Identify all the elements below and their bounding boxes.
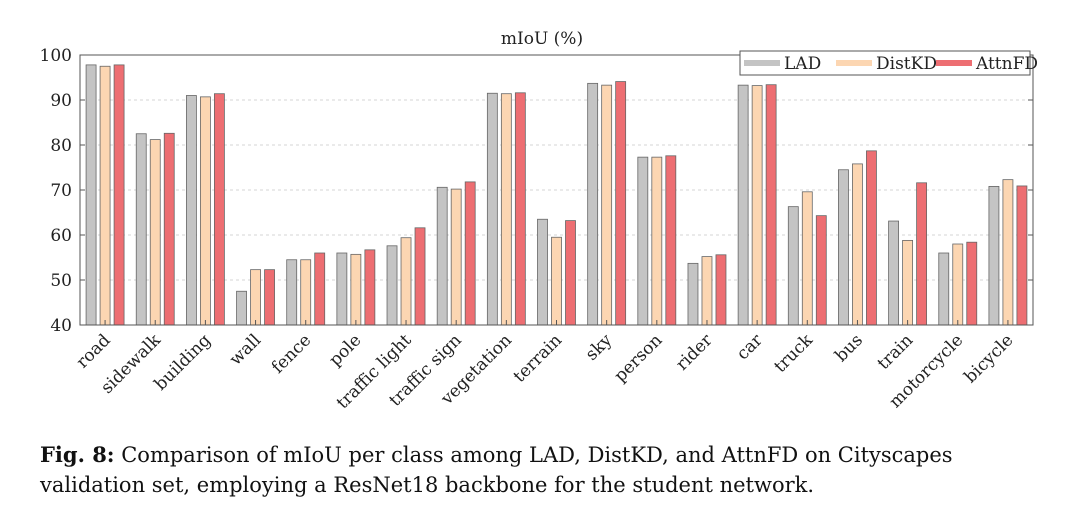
y-axis: 40 50 60 70 80 90 100 bbox=[40, 46, 1033, 336]
bar-distkd bbox=[701, 256, 713, 326]
bar-distkd bbox=[952, 243, 964, 326]
bar-lad bbox=[336, 252, 348, 326]
x-tick-label: rider bbox=[672, 330, 717, 375]
bar-lad bbox=[286, 259, 298, 326]
bar-distkd bbox=[149, 139, 161, 326]
bar-lad bbox=[687, 262, 699, 326]
bar-distkd bbox=[300, 259, 312, 326]
bar-distkd bbox=[350, 253, 362, 326]
bar-distkd bbox=[199, 96, 211, 326]
bar-distkd bbox=[400, 237, 412, 326]
bar-attnfd bbox=[264, 269, 275, 326]
x-tick-label: person bbox=[611, 330, 667, 386]
bar-attnfd bbox=[113, 64, 125, 326]
bar-attnfd bbox=[464, 181, 476, 326]
bar-lad bbox=[737, 84, 749, 326]
y-tick-label: 60 bbox=[50, 226, 72, 246]
legend-label: DistKD bbox=[876, 54, 937, 74]
bar-lad bbox=[637, 156, 649, 326]
bar-attnfd bbox=[866, 150, 877, 326]
bar-lad bbox=[787, 206, 799, 326]
caption-text: Comparison of mIoU per class among LAD, … bbox=[40, 443, 953, 497]
x-tick-label: car bbox=[733, 330, 767, 364]
bar-attnfd bbox=[514, 92, 526, 326]
y-tick-label: 100 bbox=[40, 46, 72, 66]
bar-attnfd bbox=[314, 252, 326, 326]
chart-title: mIoU (%) bbox=[501, 29, 583, 49]
y-tick-label: 80 bbox=[50, 136, 72, 156]
bar-distkd bbox=[99, 65, 111, 326]
bar-lad bbox=[486, 92, 498, 326]
bar-attnfd bbox=[916, 182, 928, 326]
bar-distkd bbox=[651, 156, 663, 326]
x-tick-label: building bbox=[151, 330, 215, 394]
bar-distkd bbox=[250, 269, 261, 326]
bar-distkd bbox=[450, 188, 462, 326]
bar-distkd bbox=[601, 84, 613, 326]
bar-lad bbox=[236, 290, 247, 326]
x-tick-label: terrain bbox=[510, 330, 566, 386]
bar-attnfd bbox=[665, 155, 677, 326]
bar-attnfd bbox=[1016, 185, 1028, 326]
bar-distkd bbox=[751, 85, 763, 326]
bar-lad bbox=[938, 252, 950, 326]
bar-lad bbox=[436, 186, 448, 326]
legend-label: LAD bbox=[784, 54, 821, 74]
x-tick-label: sky bbox=[582, 330, 617, 365]
x-tick-label: fence bbox=[268, 330, 315, 377]
bars bbox=[85, 64, 1028, 326]
bar-distkd bbox=[902, 239, 914, 326]
bar-attnfd bbox=[966, 241, 978, 326]
bar-attnfd bbox=[364, 249, 376, 326]
y-tick-label: 90 bbox=[50, 91, 72, 111]
bar-distkd bbox=[801, 191, 813, 326]
x-tick-label: bicycle bbox=[961, 330, 1018, 387]
bar-lad bbox=[988, 185, 1000, 326]
bar-attnfd bbox=[815, 215, 827, 326]
bar-attnfd bbox=[715, 254, 727, 326]
bar-distkd bbox=[1002, 179, 1014, 326]
x-tick-label: truck bbox=[770, 330, 817, 377]
bar-attnfd bbox=[765, 84, 777, 326]
y-tick-label: 40 bbox=[50, 316, 72, 336]
x-tick-label: train bbox=[874, 330, 918, 374]
y-tick-label: 70 bbox=[50, 181, 72, 201]
x-tick-label: road bbox=[73, 330, 115, 372]
bar-lad bbox=[587, 82, 599, 326]
bar-attnfd bbox=[615, 81, 627, 326]
bar-distkd bbox=[551, 236, 562, 326]
legend-box bbox=[739, 50, 1031, 76]
caption-label: Fig. 8: bbox=[40, 442, 115, 467]
bar-attnfd bbox=[163, 132, 175, 326]
bar-lad bbox=[85, 64, 97, 326]
y-tick-label: 50 bbox=[50, 271, 72, 291]
bar-lad bbox=[185, 95, 197, 326]
legend: LAD DistKD AttnFD bbox=[739, 50, 1038, 76]
bar-lad bbox=[838, 169, 849, 326]
figure-caption: Fig. 8: Comparison of mIoU per class amo… bbox=[40, 440, 1050, 500]
bar-lad bbox=[888, 220, 900, 326]
bar-lad bbox=[135, 133, 147, 326]
x-tick-label: pole bbox=[325, 330, 365, 370]
bar-distkd bbox=[852, 163, 863, 326]
x-tick-label: wall bbox=[226, 330, 265, 369]
bar-distkd bbox=[500, 93, 512, 326]
bar-attnfd bbox=[565, 220, 576, 326]
bar-attnfd bbox=[213, 93, 225, 326]
legend-label: AttnFD bbox=[975, 54, 1038, 74]
bar-attnfd bbox=[414, 227, 426, 326]
bar-lad bbox=[386, 245, 398, 326]
bar-lad bbox=[537, 218, 548, 326]
x-tick-label: bus bbox=[831, 330, 867, 366]
